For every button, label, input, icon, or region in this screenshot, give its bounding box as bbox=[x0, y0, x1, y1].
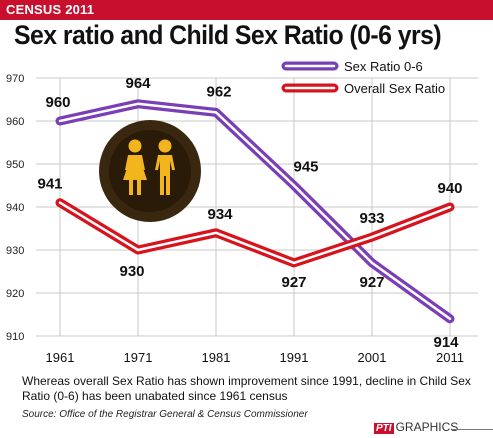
data-label: 930 bbox=[119, 263, 144, 280]
y-tick-label: 940 bbox=[6, 202, 24, 214]
chart-title: Sex ratio and Child Sex Ratio (0-6 yrs) bbox=[14, 20, 442, 50]
data-label: 934 bbox=[207, 206, 233, 223]
data-label: 933 bbox=[359, 210, 384, 227]
x-tick-label: 1961 bbox=[46, 350, 75, 365]
y-tick-label: 920 bbox=[6, 288, 24, 300]
legend-label: Sex Ratio 0-6 bbox=[344, 59, 423, 74]
grid bbox=[36, 77, 478, 337]
woman-man-icon bbox=[99, 120, 201, 222]
data-label: 940 bbox=[437, 180, 462, 197]
x-tick-label: 2001 bbox=[358, 350, 387, 365]
x-axis: 1961 1971 1981 1991 2001 2011 bbox=[46, 350, 464, 365]
y-tick-label: 930 bbox=[6, 245, 24, 257]
y-tick-label: 970 bbox=[6, 73, 24, 85]
header-banner: CENSUS 2011 bbox=[0, 0, 493, 20]
data-label: 927 bbox=[281, 274, 306, 291]
y-tick-label: 910 bbox=[6, 331, 24, 343]
x-tick-label: 1971 bbox=[124, 350, 153, 365]
x-tick-label: 1981 bbox=[202, 350, 231, 365]
data-label: 941 bbox=[37, 176, 62, 193]
source-note: Source: Office of the Registrar General … bbox=[22, 409, 308, 420]
y-tick-label: 950 bbox=[6, 159, 24, 171]
data-label: 914 bbox=[433, 334, 459, 351]
y-tick-label: 960 bbox=[6, 116, 24, 128]
data-label: 927 bbox=[359, 274, 384, 291]
data-label: 962 bbox=[206, 83, 231, 100]
y-axis: 970 960 950 940 930 920 910 bbox=[6, 73, 24, 343]
series bbox=[55, 99, 455, 324]
data-labels: 960 964 962 945 927 914 941 930 934 927 933 940 bbox=[37, 75, 462, 351]
legend: Sex Ratio 0-6 Overall Sex Ratio bbox=[281, 59, 445, 96]
x-tick-label: 1991 bbox=[280, 350, 309, 365]
x-tick-label: 2011 bbox=[436, 350, 464, 365]
chart-caption: Whereas overall Sex Ratio has shown impr… bbox=[22, 374, 471, 403]
series-line bbox=[55, 198, 455, 268]
data-label: 960 bbox=[45, 94, 70, 111]
series-line-core bbox=[58, 102, 452, 321]
data-label: 964 bbox=[125, 75, 151, 92]
series-line-core bbox=[58, 201, 452, 265]
data-label: 945 bbox=[293, 159, 318, 176]
credit-label: GRAPHICS bbox=[395, 420, 459, 434]
pti-logo: PTI bbox=[374, 423, 394, 434]
legend-label: Overall Sex Ratio bbox=[344, 81, 445, 96]
credit-rule bbox=[452, 429, 493, 430]
kicker-label: CENSUS 2011 bbox=[6, 2, 95, 17]
credit: PTI GRAPHICS bbox=[374, 420, 458, 434]
